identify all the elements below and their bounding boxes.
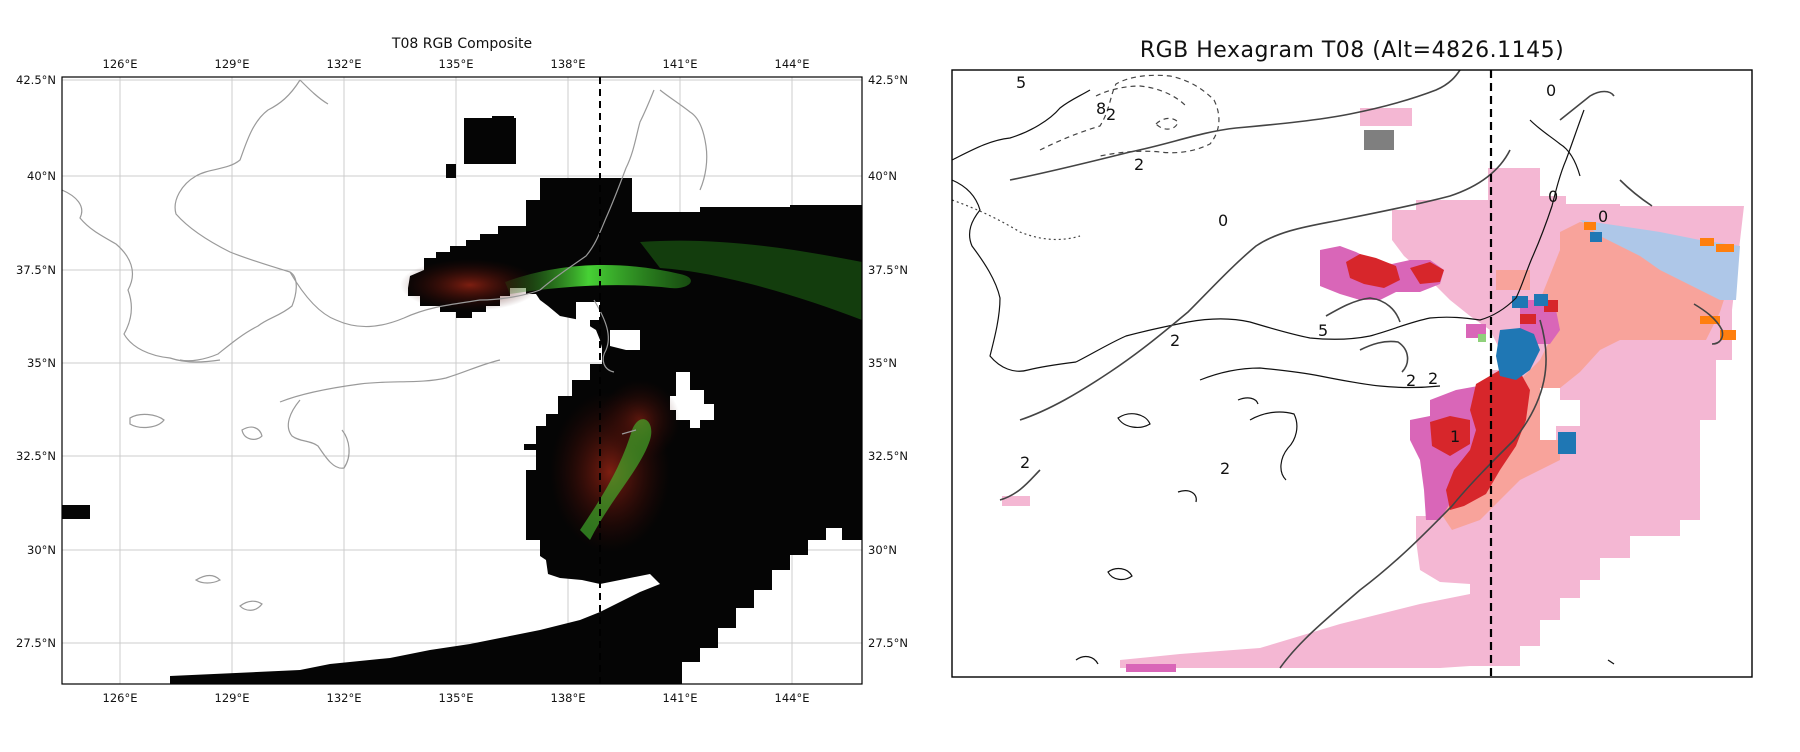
lat-tick-label: 30°N [27,543,56,557]
lon-tick-label: 135°E [439,57,474,71]
contour-label: 5 [1318,321,1328,340]
left-map-frame [61,76,863,685]
lat-tick-label: 35°N [868,356,897,370]
lat-tick-label: 35°N [27,356,56,370]
left-map-panel: 126°E 129°E 132°E 135°E 138°E 141°E 144°… [16,57,908,705]
plume-gaps [576,302,714,428]
class-blue-region [1496,232,1602,454]
lat-tick-label: 42.5°N [868,73,908,87]
contour-label: 0 [1598,207,1608,226]
ash-plume-mask [62,116,862,684]
left-map-title: T08 RGB Composite [391,36,533,52]
contour-label: 5 [1016,73,1026,92]
contour-label: 0 [1548,187,1558,206]
lon-tick-label: 138°E [551,57,586,71]
lon-tick-label: 126°E [103,57,138,71]
lat-tick-label: 40°N [27,169,56,183]
right-map-title: RGB Hexagram T08 (Alt=4826.1145) [1139,38,1565,63]
class-red-region [1346,254,1558,510]
lon-tick-label: 132°E [327,57,362,71]
contour-label: 2 [1220,459,1230,478]
lon-tick-label: 144°E [775,57,810,71]
contour-label: 2 [1134,155,1144,174]
contour-label: 2 [1428,369,1438,388]
lon-tick-label: 144°E [775,691,810,705]
right-coastlines [952,89,1615,665]
lat-tick-label: 42.5°N [16,73,56,87]
lon-tick-label: 135°E [439,691,474,705]
lon-tick-label: 141°E [663,691,698,705]
lat-tick-label: 27.5°N [868,636,908,650]
lat-tick-label: 30°N [868,543,897,557]
lat-tick-label: 37.5°N [16,263,56,277]
left-lat-ticks-left: 42.5°N 40°N 37.5°N 35°N 32.5°N 30°N 27.5… [16,73,56,650]
coastlines [62,79,708,611]
contour-label: 2 [1020,453,1030,472]
lon-tick-label: 129°E [215,691,250,705]
lat-tick-label: 40°N [868,169,897,183]
class-orange-region [1584,222,1736,340]
lon-tick-label: 129°E [215,57,250,71]
dashed-contours [1039,74,1220,157]
so2-green-signal [505,240,862,540]
contour-label: 8 [1096,99,1106,118]
contour-label: 0 [1546,81,1556,100]
lon-tick-label: 132°E [327,691,362,705]
class-green-pixel [1478,334,1486,342]
lat-tick-label: 32.5°N [16,449,56,463]
left-lat-ticks-right: 42.5°N 40°N 37.5°N 35°N 32.5°N 30°N 27.5… [868,73,908,650]
lat-tick-label: 27.5°N [16,636,56,650]
left-lon-ticks-top: 126°E 129°E 132°E 135°E 138°E 141°E 144°… [103,57,810,71]
contour-label: 2 [1170,331,1180,350]
contour-label: 2 [1406,371,1416,390]
pink-gap [1540,388,1580,440]
right-map-panel: 5 8 2 0 2 0 0 2 5 2 2 1 2 0 2 [951,69,1753,678]
lon-tick-label: 138°E [551,691,586,705]
lat-tick-label: 37.5°N [868,263,908,277]
left-lon-ticks-bottom: 126°E 129°E 132°E 135°E 138°E 141°E 144°… [103,691,810,705]
contour-label: 1 [1450,427,1460,446]
lon-tick-label: 141°E [663,57,698,71]
lon-tick-label: 126°E [103,691,138,705]
altitude-contours [999,70,1724,669]
contour-label: 0 [1218,211,1228,230]
class-gray-pixel [1364,130,1394,150]
contour-label: 2 [1106,105,1116,124]
right-map-frame [951,69,1753,678]
dotted-contour [952,199,1081,241]
lat-tick-label: 32.5°N [868,449,908,463]
